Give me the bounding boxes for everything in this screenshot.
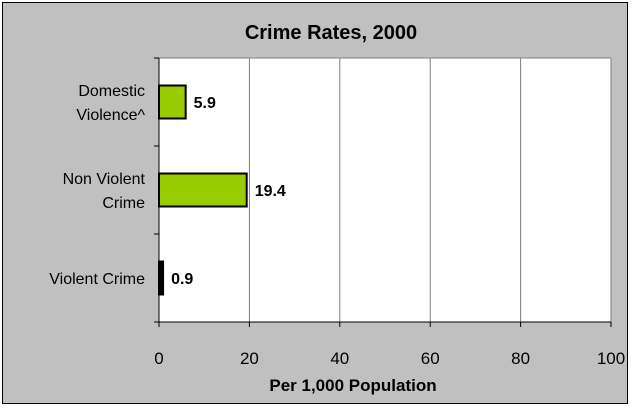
x-axis-label: Per 1,000 Population — [269, 376, 436, 395]
bar — [158, 172, 248, 208]
category-label: Domestic — [78, 83, 145, 100]
category-label: Violence^ — [76, 107, 145, 124]
chart-frame: 0 20 40 60 80 100 Domestic Violence^ Non Violen… — [2, 2, 628, 404]
bar — [158, 84, 187, 120]
y-axis-ticks — [154, 57, 159, 323]
data-label: 0.9 — [171, 271, 193, 288]
x-tick-label: 20 — [240, 349, 259, 368]
chart-title: Crime Rates, 2000 — [245, 22, 417, 44]
x-tick-label: 40 — [330, 349, 349, 368]
data-labels: 5.9 19.4 0.9 — [171, 95, 286, 288]
category-label: Violent Crime — [49, 271, 145, 288]
category-label: Crime — [102, 195, 145, 212]
x-tick-label: 0 — [154, 349, 163, 368]
category-labels: Domestic Violence^ Non Violent Crime Violent… — [49, 83, 145, 288]
x-tick-label: 60 — [421, 349, 440, 368]
x-tick-label: 80 — [511, 349, 530, 368]
data-label: 19.4 — [255, 183, 286, 200]
bar — [158, 260, 165, 296]
bar-chart: 0 20 40 60 80 100 Domestic Violence^ Non Violen… — [49, 22, 625, 395]
x-axis-ticks: 0 20 40 60 80 100 — [154, 321, 625, 368]
x-tick-label: 100 — [597, 349, 625, 368]
data-label: 5.9 — [194, 95, 216, 112]
category-label: Non Violent — [63, 171, 146, 188]
gridlines — [248, 58, 612, 322]
